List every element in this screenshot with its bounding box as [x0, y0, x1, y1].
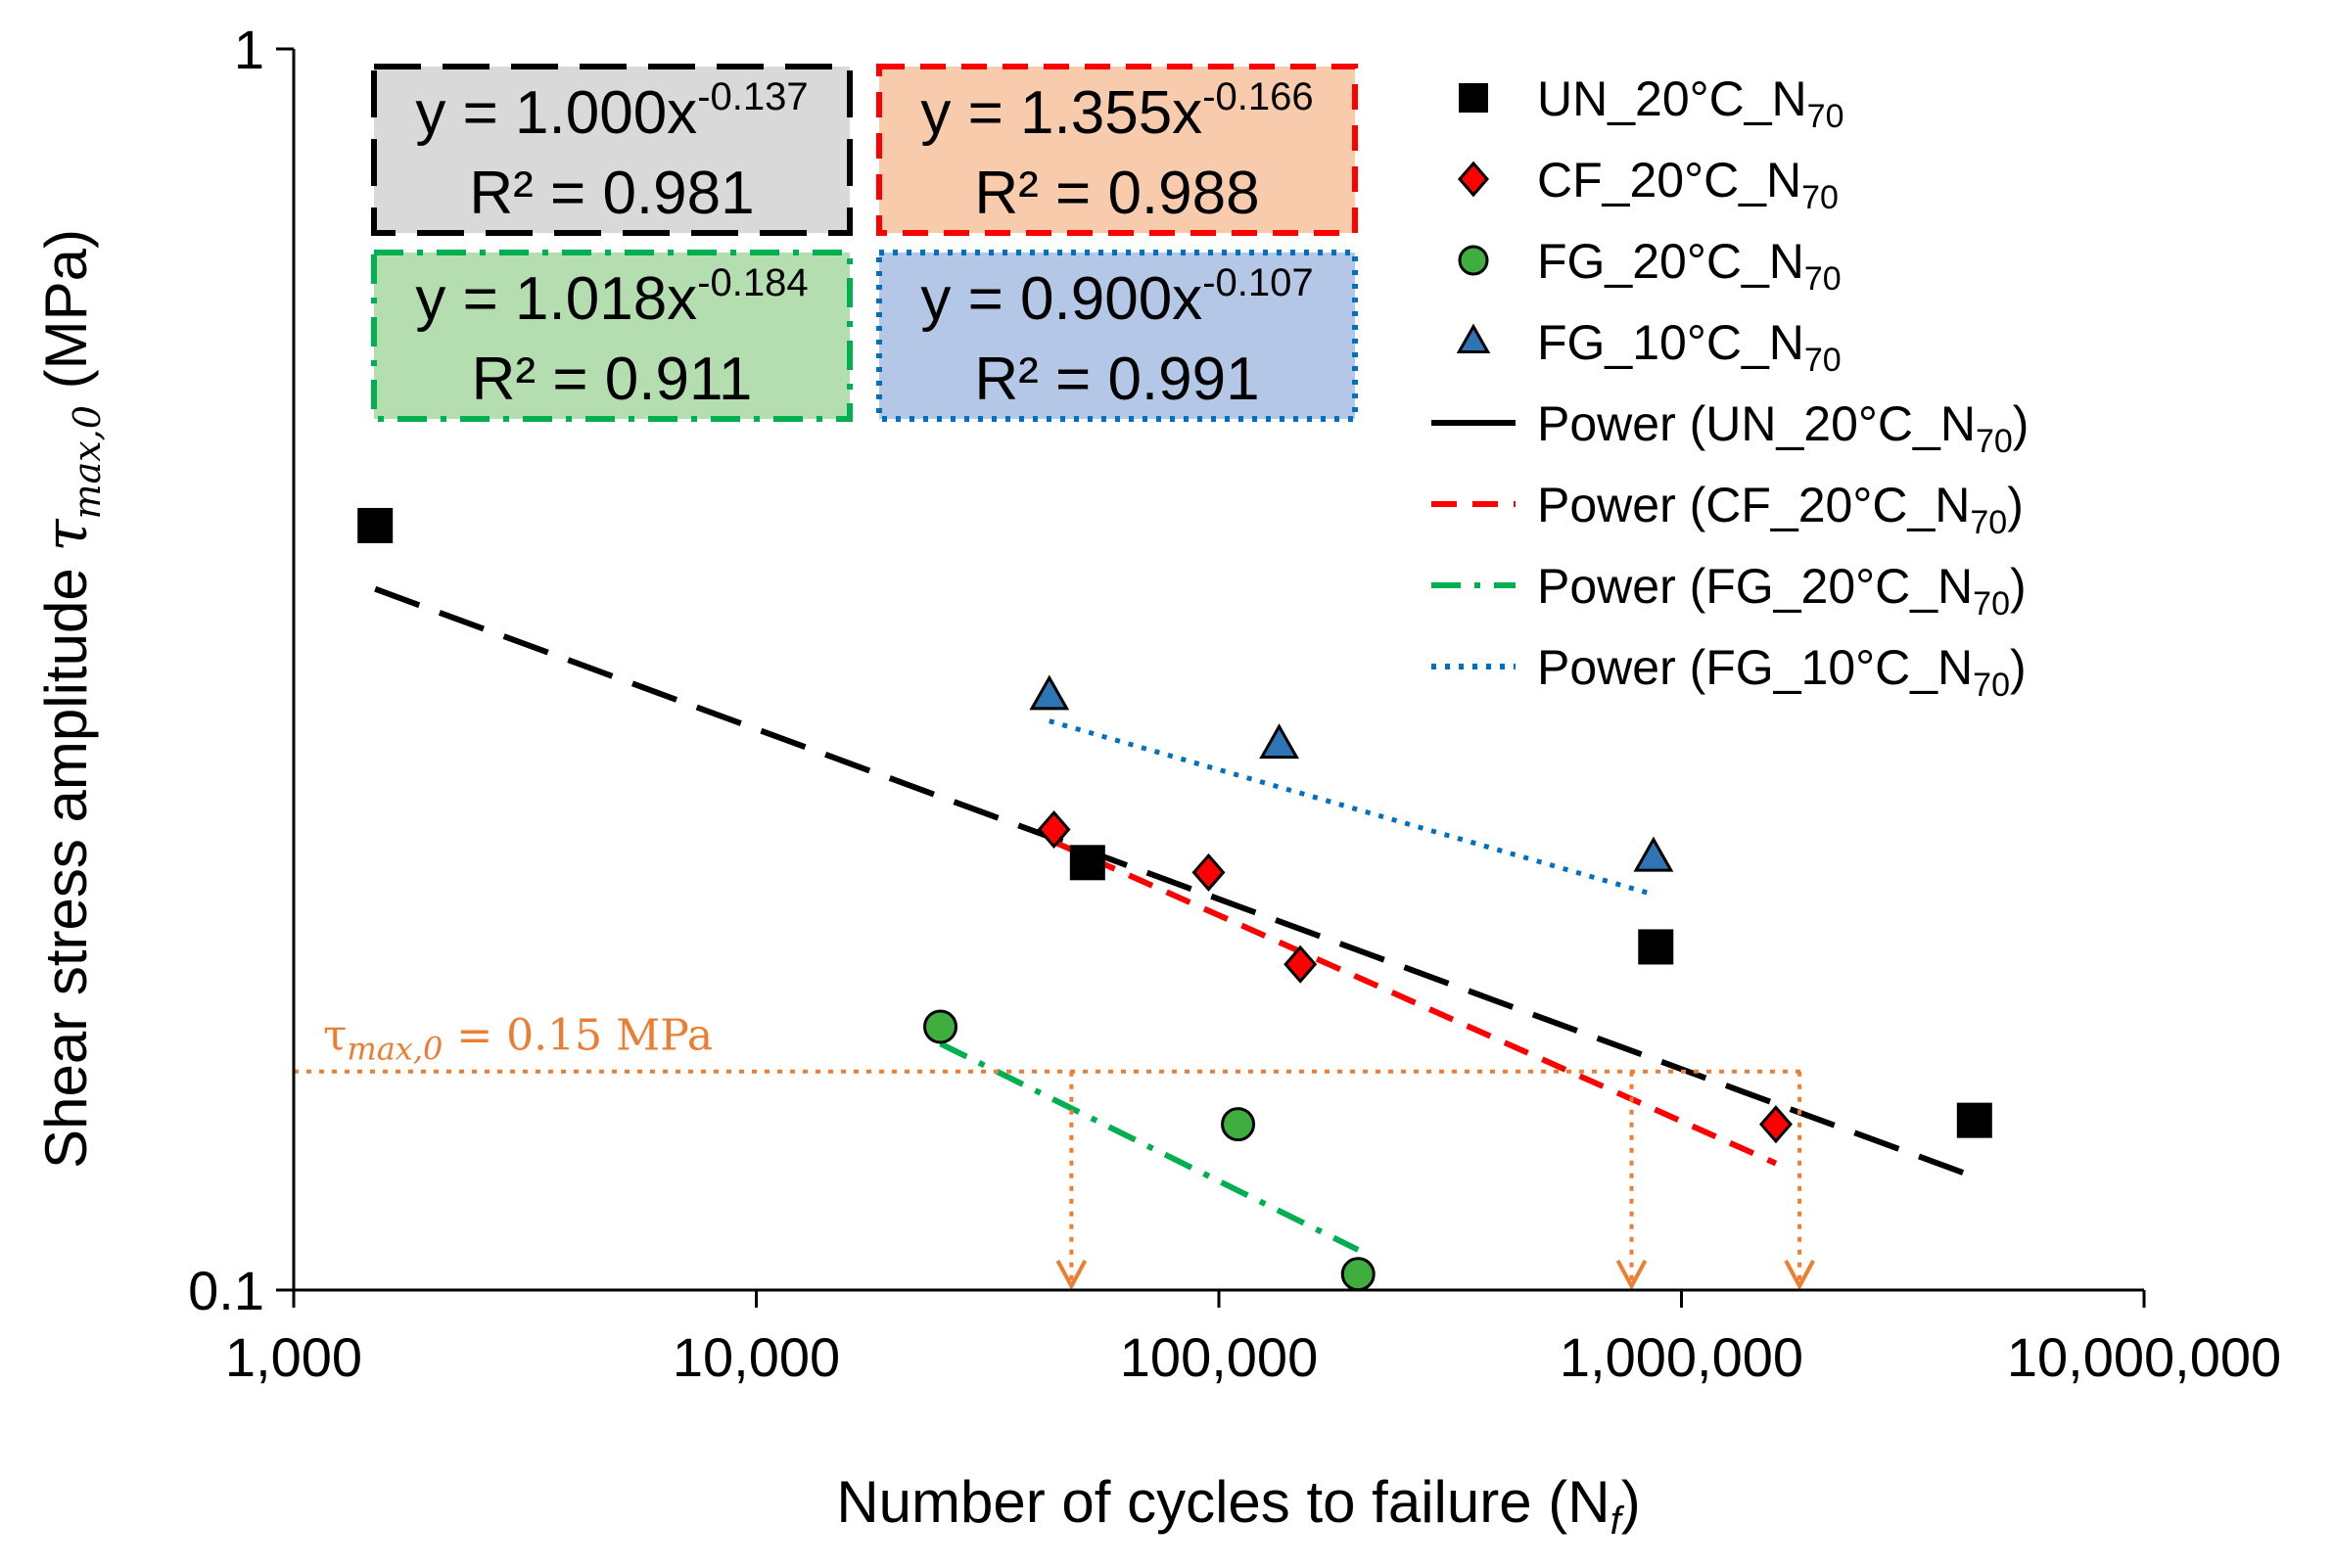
trendline — [939, 1040, 1360, 1253]
equation-box-frame — [371, 250, 853, 422]
data-point — [923, 1009, 958, 1044]
legend-label: Power (CF_20°C_N70) — [1537, 478, 2024, 541]
legend-label: Power (FG_20°C_N70) — [1537, 559, 2027, 623]
data-points — [357, 507, 1992, 1292]
x-tick-label: 100,000 — [1120, 1326, 1318, 1388]
trendline — [1049, 718, 1655, 898]
equation-text: y = 1.355x-0.166 — [920, 75, 1313, 147]
data-point — [1283, 945, 1318, 984]
data-point — [1638, 929, 1674, 965]
legend-marker — [1459, 83, 1488, 113]
data-point — [1633, 836, 1674, 872]
equation-boxes: y = 1.000x-0.137 R² = 0.981 y = 1.355x-0.1… — [371, 64, 1358, 422]
r-squared-text: R² = 0.988 — [974, 160, 1259, 227]
data-point — [1221, 1107, 1256, 1142]
trendlines — [374, 585, 1976, 1253]
equation-text: y = 0.900x-0.107 — [920, 261, 1313, 333]
trendline — [1052, 839, 1778, 1167]
legend-label: Power (FG_10°C_N70) — [1537, 640, 2027, 704]
equation-box-frame — [876, 250, 1358, 422]
trendline — [374, 585, 1976, 1180]
legend-marker — [1458, 161, 1489, 198]
equation-text: y = 1.000x-0.137 — [415, 75, 808, 147]
equation-box: y = 0.900x-0.107 R² = 0.991 — [876, 250, 1358, 422]
legend: UN_20°C_N70 CF_20°C_N70 FG_20°C_N70 FG_10°C… — [1431, 71, 2029, 704]
x-tick-label: 10,000,000 — [2007, 1326, 2281, 1388]
data-point — [1191, 853, 1226, 892]
equation-box-frame — [371, 64, 853, 236]
data-point — [1259, 723, 1300, 760]
x-tick-label: 10,000 — [673, 1326, 840, 1388]
legend-marker — [1458, 245, 1489, 276]
r-squared-text: R² = 0.911 — [472, 346, 753, 413]
equation-box: y = 1.018x-0.184 R² = 0.911 — [371, 250, 853, 422]
data-point — [1956, 1102, 1992, 1138]
data-point — [1758, 1105, 1793, 1144]
equation-text: y = 1.018x-0.184 — [415, 261, 808, 333]
r-squared-text: R² = 0.981 — [469, 160, 754, 227]
arrow-head-icon — [1055, 1260, 1088, 1291]
arrow-head-icon — [1784, 1260, 1815, 1291]
legend-label: CF_20°C_N70 — [1537, 153, 1839, 216]
y-tick-label: 1 — [234, 19, 264, 80]
equation-box-frame — [876, 64, 1358, 236]
equation-box: y = 1.000x-0.137 R² = 0.981 — [371, 64, 853, 236]
y-axis-label: Shear stress amplitude τmax,0 (MPa) — [32, 229, 109, 1169]
legend-label: Power (UN_20°C_N70) — [1537, 396, 2029, 460]
equation-box: y = 1.355x-0.166 R² = 0.988 — [876, 64, 1358, 236]
data-point — [1029, 674, 1070, 711]
legend-label: FG_20°C_N70 — [1537, 234, 1842, 298]
axes: 1,000 10,000 100,000 1,000,000 10,000,000 0.1… — [32, 19, 2281, 1543]
x-axis-label: Number of cycles to failure (Nf) — [836, 1469, 1640, 1543]
data-point — [357, 507, 394, 543]
threshold-label: τmax,0 = 0.15 MPa — [323, 1011, 713, 1068]
r-squared-text: R² = 0.991 — [974, 346, 1259, 413]
y-tick-label: 0.1 — [188, 1260, 264, 1321]
data-point — [1037, 809, 1071, 850]
data-point — [1340, 1257, 1376, 1292]
threshold-annotation: τmax,0 = 0.15 MPa — [294, 1011, 1815, 1291]
data-point — [1069, 845, 1105, 881]
arrow-head-icon — [1615, 1260, 1648, 1291]
x-tick-label: 1,000,000 — [1560, 1326, 1803, 1388]
legend-label: FG_10°C_N70 — [1537, 315, 1842, 379]
legend-marker — [1456, 323, 1491, 353]
x-tick-label: 1,000 — [225, 1326, 362, 1388]
legend-label: UN_20°C_N70 — [1537, 71, 1844, 135]
